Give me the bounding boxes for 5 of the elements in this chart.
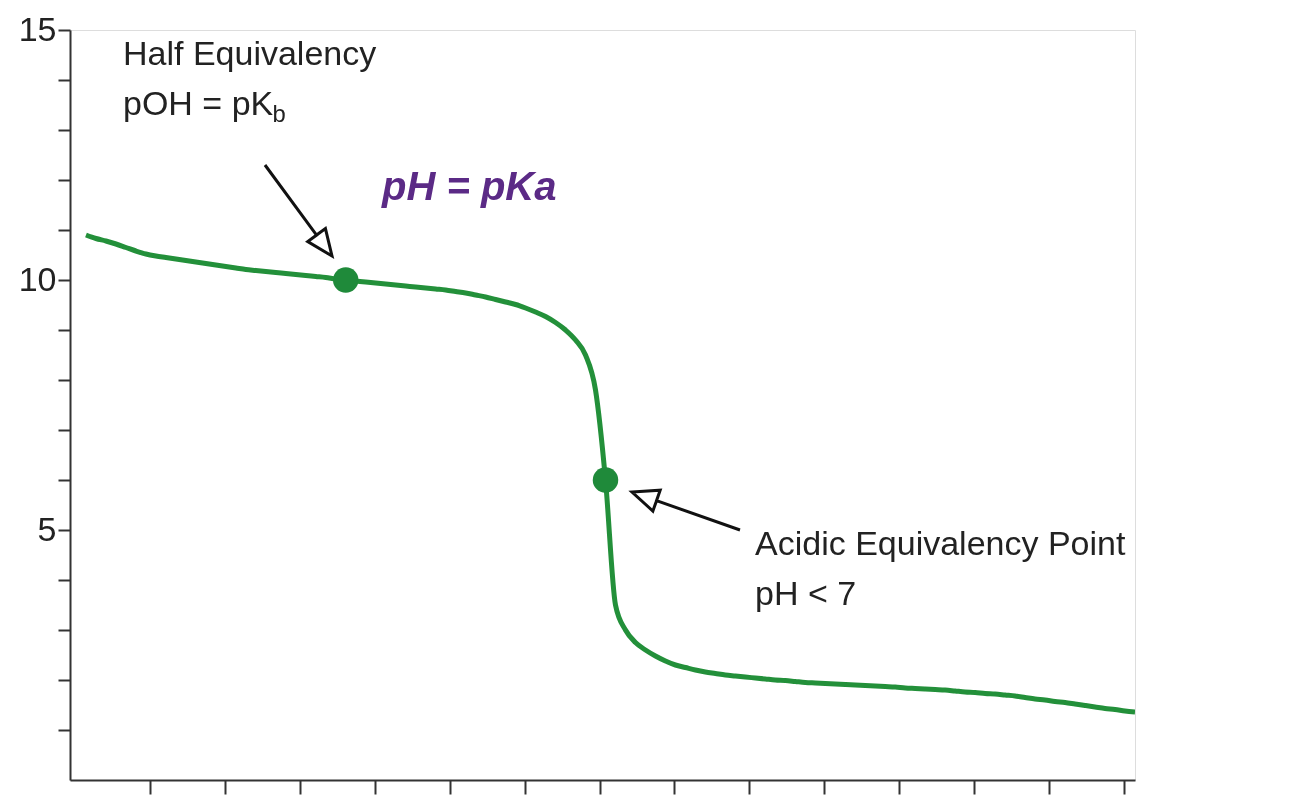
y-tick-label: 10 [18,259,57,298]
y-tick-label: 5 [37,509,57,548]
annotation: Acidic Equivalency Point pH < 7 [755,524,1126,612]
y-tick-label: 15 [18,9,57,48]
annotation: pH = pKa [381,164,557,208]
